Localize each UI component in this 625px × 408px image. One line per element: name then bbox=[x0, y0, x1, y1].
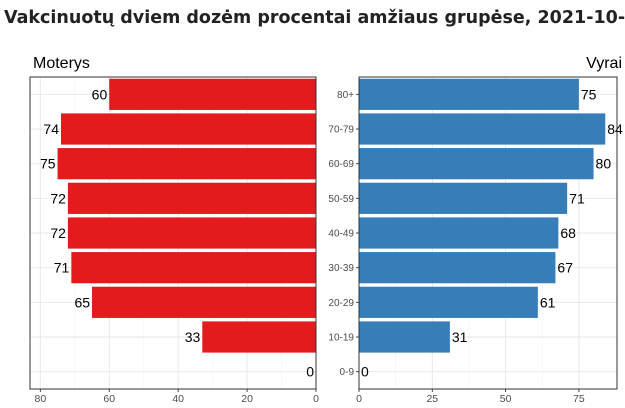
moterys-tick-label-60: 60 bbox=[103, 393, 115, 405]
moterys-bar-70-79 bbox=[61, 113, 316, 145]
moterys-bar-80+ bbox=[109, 78, 316, 110]
vyrai-tick-label-50: 50 bbox=[500, 393, 512, 405]
vyrai-bar-80+ bbox=[359, 78, 579, 110]
moterys-value-label-70-79: 74 bbox=[43, 121, 59, 137]
category-label-20-29: 20-29 bbox=[328, 298, 354, 309]
moterys-value-label-80+: 60 bbox=[92, 86, 108, 102]
moterys-bar-60-69 bbox=[57, 148, 317, 180]
moterys-value-label-60-69: 75 bbox=[40, 156, 56, 172]
moterys-tick-label-80: 80 bbox=[34, 393, 46, 405]
moterys-value-label-20-29: 65 bbox=[74, 294, 90, 310]
category-label-60-69: 60-69 bbox=[328, 159, 354, 170]
moterys-tick-label-40: 40 bbox=[172, 393, 184, 405]
right-panel-vyrai: 0 25 50 75 0 31 61 67 68 71 80 84 75 0-9 10-19 20-29 30-… bbox=[328, 76, 623, 405]
vyrai-tick-label-25: 25 bbox=[426, 393, 438, 405]
moterys-panel-border bbox=[29, 76, 317, 390]
category-label-70-79: 70-79 bbox=[328, 125, 354, 136]
vyrai-value-label-60-69: 80 bbox=[596, 156, 612, 172]
moterys-value-label-0-9: 0 bbox=[306, 364, 314, 380]
left-panel-label: Moterys bbox=[33, 55, 90, 72]
moterys-tick-label-0: 0 bbox=[313, 393, 319, 405]
vyrai-tick-label-75: 75 bbox=[573, 393, 585, 405]
moterys-value-label-50-59: 72 bbox=[50, 190, 66, 206]
moterys-value-label-10-19: 33 bbox=[185, 329, 201, 345]
vyrai-bar-20-29 bbox=[359, 286, 538, 318]
moterys-bar-30-39 bbox=[71, 252, 316, 284]
chart-title: Vakcinuotų dviem dozėm procentai amžiaus… bbox=[4, 8, 625, 28]
moterys-value-label-40-49: 72 bbox=[50, 225, 66, 241]
moterys-tick-label-20: 20 bbox=[241, 393, 253, 405]
category-label-40-49: 40-49 bbox=[328, 229, 354, 240]
vyrai-bar-10-19 bbox=[359, 321, 450, 353]
category-label-0-9: 0-9 bbox=[340, 367, 355, 378]
vyrai-bar-70-79 bbox=[359, 113, 606, 145]
vyrai-value-label-10-19: 31 bbox=[452, 329, 468, 345]
vyrai-value-label-30-39: 67 bbox=[557, 260, 573, 276]
right-panel-label: Vyrai bbox=[586, 55, 622, 72]
vyrai-value-label-0-9: 0 bbox=[361, 364, 369, 380]
moterys-bar-40-49 bbox=[67, 217, 316, 249]
moterys-value-label-30-39: 71 bbox=[54, 260, 70, 276]
vyrai-value-label-40-49: 68 bbox=[560, 225, 576, 241]
category-label-80+: 80+ bbox=[337, 90, 354, 101]
vyrai-value-label-80+: 75 bbox=[581, 86, 597, 102]
category-label-30-39: 30-39 bbox=[328, 263, 354, 274]
category-label-50-59: 50-59 bbox=[328, 194, 354, 205]
moterys-bar-50-59 bbox=[67, 182, 316, 214]
vyrai-tick-label-0: 0 bbox=[356, 393, 362, 405]
moterys-bar-10-19 bbox=[202, 321, 316, 353]
vyrai-bar-60-69 bbox=[359, 148, 594, 180]
moterys-bar-20-29 bbox=[92, 286, 316, 318]
vyrai-value-label-70-79: 84 bbox=[607, 121, 623, 137]
vyrai-bar-40-49 bbox=[359, 217, 559, 249]
vyrai-value-label-50-59: 71 bbox=[569, 190, 585, 206]
category-label-10-19: 10-19 bbox=[328, 333, 354, 344]
left-panel-moterys: 80 60 40 20 0 0 33 65 71 72 72 75 74 60 bbox=[29, 76, 319, 405]
vyrai-value-label-20-29: 61 bbox=[540, 294, 556, 310]
vyrai-bar-30-39 bbox=[359, 252, 556, 284]
vyrai-bar-50-59 bbox=[359, 182, 568, 214]
